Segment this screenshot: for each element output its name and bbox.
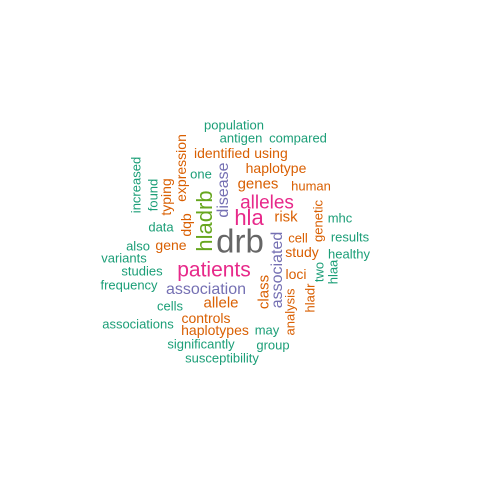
word-class: class [255, 274, 273, 310]
word-found: found [145, 178, 161, 212]
word-variants: variants [101, 250, 147, 266]
word-gene: gene [155, 237, 187, 253]
word-typing: typing [158, 178, 174, 216]
word-human: human [291, 178, 331, 194]
word-also: also [126, 238, 150, 254]
word-haplotype: haplotype [245, 160, 307, 176]
word-data: data [148, 219, 174, 235]
word-genetic: genetic [310, 200, 326, 242]
word-using: using [254, 145, 288, 161]
word-risk: risk [274, 208, 298, 226]
word-alleles: alleles [240, 192, 294, 214]
word-healthy: healthy [328, 246, 370, 262]
word-haplotypes: haplotypes [181, 322, 249, 338]
word-association: association [165, 281, 247, 298]
word-hladrb: hladrb [192, 190, 217, 252]
word-genes: genes [237, 175, 279, 193]
word-one: one [190, 166, 212, 182]
word-hla: hla [234, 205, 264, 230]
word-compared: compared [269, 130, 327, 146]
word-cell: cell [288, 230, 308, 246]
word-results: results [330, 229, 370, 245]
word-analysis: analysis [282, 288, 298, 336]
word-group: group [256, 337, 290, 353]
word-loci: loci [285, 266, 307, 282]
word-study: study [285, 244, 319, 260]
word-hladr: hladr [302, 283, 318, 313]
word-identified: identified [193, 145, 251, 161]
word-antigen: antigen [219, 130, 263, 146]
word-frequency: frequency [100, 277, 158, 293]
word-two: two [311, 261, 327, 283]
word-population: population [204, 117, 264, 133]
word-expression: expression [173, 134, 189, 202]
word-drb: drb [216, 222, 264, 260]
word-disease: disease [215, 162, 232, 218]
word-associations: associations [102, 316, 174, 332]
word-significantly: significantly [167, 336, 235, 352]
word-patients: patients [177, 258, 251, 282]
word-dqb: dqb [178, 213, 194, 237]
word-allele: allele [203, 294, 239, 312]
word-may: may [254, 322, 280, 338]
word-cells: cells [156, 298, 184, 314]
word-hlaa: hlaa [325, 259, 341, 285]
word-controls: controls [181, 310, 231, 326]
word-susceptibility: susceptibility [185, 350, 259, 366]
word-mhc: mhc [327, 210, 353, 226]
word-studies: studies [121, 263, 163, 279]
word-increased: increased [128, 156, 144, 214]
